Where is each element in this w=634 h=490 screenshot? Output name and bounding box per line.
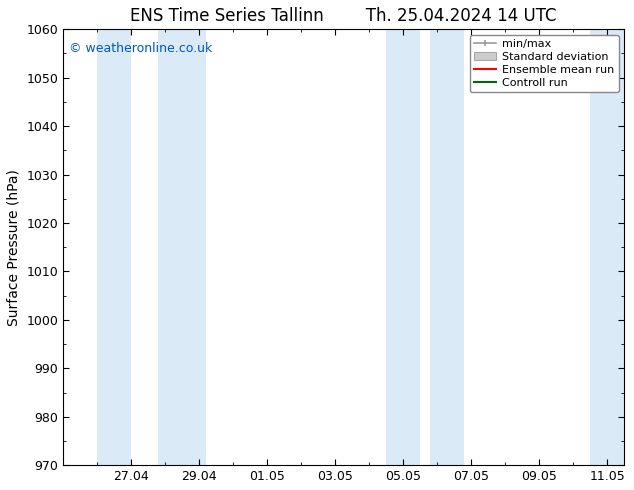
- Bar: [590, 29, 624, 465]
- Bar: [430, 29, 464, 465]
- Bar: [158, 29, 206, 465]
- Bar: [386, 29, 420, 465]
- Legend: min/max, Standard deviation, Ensemble mean run, Controll run: min/max, Standard deviation, Ensemble me…: [470, 35, 619, 92]
- Y-axis label: Surface Pressure (hPa): Surface Pressure (hPa): [7, 169, 21, 326]
- Text: © weatheronline.co.uk: © weatheronline.co.uk: [69, 42, 212, 55]
- Bar: [97, 29, 131, 465]
- Title: ENS Time Series Tallinn        Th. 25.04.2024 14 UTC: ENS Time Series Tallinn Th. 25.04.2024 1…: [131, 7, 557, 25]
